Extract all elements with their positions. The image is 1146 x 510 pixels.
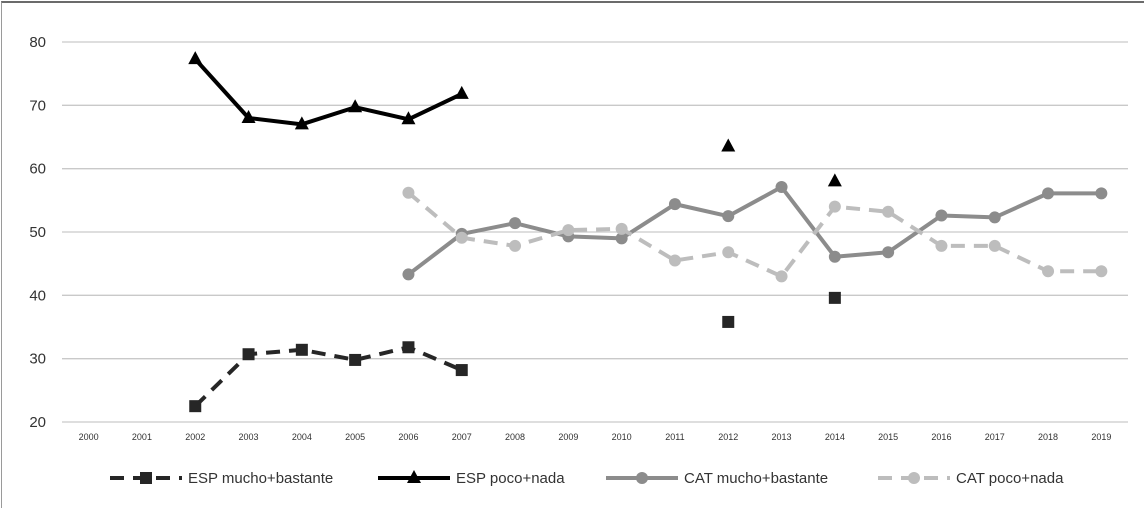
x-tick-label: 2003 [239,432,259,442]
legend-marker [140,472,152,484]
data-point [454,85,469,99]
x-tick-label: 2010 [612,432,632,442]
data-point [668,198,681,211]
x-tick-label: 2011 [665,432,684,442]
legend-label: CAT poco+nada [956,470,1064,487]
legend-item: ESP mucho+bastante [110,470,333,487]
data-point [241,110,256,123]
x-tick-label: 2001 [132,432,152,442]
legend-label: ESP poco+nada [456,470,565,487]
y-tick-label: 60 [29,161,46,178]
data-point [295,343,308,356]
data-point [1095,187,1108,200]
series-line [407,185,1102,277]
data-point [722,315,735,328]
data-point [882,246,895,259]
data-point [1095,265,1108,278]
data-point [988,211,1001,224]
series-0 [189,291,841,413]
series-3 [402,186,1108,283]
legend-marker [407,470,421,483]
data-point [775,270,788,283]
legend: ESP mucho+bastante ESP poco+nada CAT mucho… [110,470,1064,487]
x-tick-label: 2012 [718,432,738,442]
x-tick-label: 2004 [292,432,312,442]
data-point [828,200,841,213]
data-point [615,222,628,235]
data-point [402,268,415,281]
x-tick-label: 2008 [505,432,525,442]
y-axis-ticks: 20 30 40 50 60 70 80 [29,34,46,431]
data-point [668,254,681,267]
legend-item: CAT mucho+bastante [606,470,828,487]
legend-marker [908,472,920,484]
x-tick-label: 2013 [772,432,792,442]
series-1 [188,51,842,187]
x-tick-label: 2009 [558,432,578,442]
x-tick-label: 2016 [931,432,951,442]
data-point [509,239,522,252]
x-tick-label: 2018 [1038,432,1058,442]
y-tick-label: 40 [29,287,46,304]
series-line [193,345,463,408]
data-point [242,348,255,361]
series-line [407,191,1102,279]
x-tick-label: 2006 [398,432,418,442]
legend-marker [636,472,648,484]
x-tick-label: 2017 [985,432,1005,442]
data-point [775,181,788,194]
series-2 [402,181,1108,281]
data-point [828,250,841,263]
x-tick-label: 2019 [1091,432,1111,442]
x-tick-label: 2002 [185,432,205,442]
y-tick-label: 20 [29,414,46,431]
x-axis-ticks: 2000 2001 2002 2003 2004 2005 2006 2007 2008 2009… [79,432,1112,442]
data-point [721,138,736,152]
data-point [348,99,363,113]
data-point [189,400,202,413]
data-point [188,51,203,65]
data-point [562,224,575,237]
legend-label: ESP mucho+bastante [188,470,333,487]
data-point [1042,265,1055,278]
x-tick-label: 2005 [345,432,365,442]
data-point [455,364,468,377]
series-lines [188,51,1108,413]
data-point [509,217,522,230]
y-tick-label: 70 [29,97,46,114]
data-point [1042,187,1055,200]
x-tick-label: 2007 [452,432,472,442]
x-tick-label: 2015 [878,432,898,442]
data-point [294,116,309,130]
data-point [722,210,735,223]
data-point [828,291,841,304]
series-line [193,57,463,127]
x-tick-label: 2000 [79,432,99,442]
data-point [349,353,362,366]
y-tick-label: 30 [29,351,46,368]
legend-item: ESP poco+nada [378,470,565,487]
data-point [827,173,842,187]
legend-item: CAT poco+nada [878,470,1064,487]
data-point [935,239,948,252]
data-point [935,209,948,222]
legend-label: CAT mucho+bastante [684,470,828,487]
data-point [615,232,628,245]
data-point [401,111,416,125]
data-point [722,246,735,259]
y-tick-label: 80 [29,34,46,51]
data-point [988,239,1001,252]
data-point [455,231,468,244]
data-point [882,205,895,218]
data-point [402,186,415,199]
y-tick-label: 50 [29,224,46,241]
x-tick-label: 2014 [825,432,845,442]
data-point [402,341,415,354]
gridlines [62,41,1128,423]
